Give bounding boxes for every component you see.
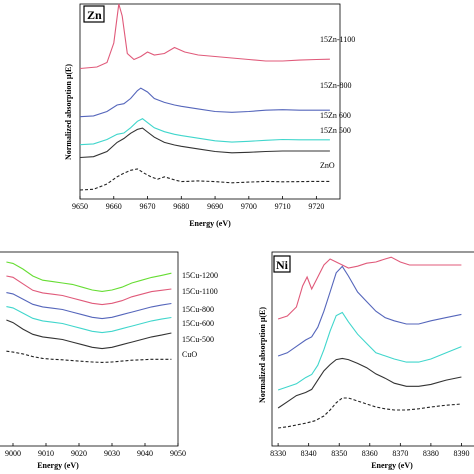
ni-series-line xyxy=(277,256,462,320)
cu-x-tick-label: 9040 xyxy=(137,449,153,458)
zn-x-tick-label: 9660 xyxy=(106,202,122,211)
zn-series-labels: 15Zn-1100 15Zn-800 15Zn 600 15Zn 500 ZnO xyxy=(320,35,355,170)
ni-x-axis-label: Energy (eV) xyxy=(371,461,413,470)
cu-series-label: 15Cu-800 xyxy=(182,305,214,314)
ni-panel: Ni Normalized absorption μ(E) Energy (eV… xyxy=(258,251,474,470)
ni-badge-box xyxy=(273,255,291,273)
ni-badge-label: Ni xyxy=(276,258,289,272)
cu-series-line xyxy=(6,319,172,350)
zn-x-tick-label: 9650 xyxy=(72,202,88,211)
ni-x-tick-label: 8350 xyxy=(331,449,347,458)
zn-x-ticks: 9650 9660 9670 9680 9690 9700 9710 9720 xyxy=(72,196,324,211)
zn-plot-frame xyxy=(79,3,341,200)
cu-series-label: CuO xyxy=(182,350,197,359)
cu-x-tick-label: 9000 xyxy=(5,449,21,458)
zn-badge: Zn xyxy=(83,5,105,23)
zn-badge-box xyxy=(83,5,105,23)
zn-series-line xyxy=(79,87,330,118)
cu-series-line xyxy=(6,350,172,363)
zn-panel: Zn Normalized absorption μ(E) Energy (eV… xyxy=(64,3,355,228)
ni-x-ticks: 8330 8340 8350 8360 8370 8380 8390 xyxy=(270,443,469,458)
zn-x-tick-label: 9710 xyxy=(275,202,291,211)
cu-series-line xyxy=(6,292,172,320)
zn-x-axis-label: Energy (eV) xyxy=(189,219,231,228)
ni-x-tick-label: 8390 xyxy=(453,449,469,458)
cu-series-label: 15Cu-500 xyxy=(182,335,214,344)
zn-series-label: ZnO xyxy=(320,161,335,170)
ni-x-tick-label: 8380 xyxy=(423,449,439,458)
cu-series-line xyxy=(6,261,172,292)
cu-x-tick-label: 9050 xyxy=(170,449,186,458)
zn-series-label: 15Zn 600 xyxy=(320,111,351,120)
zn-series-line xyxy=(79,3,330,70)
zn-series-line xyxy=(79,127,330,159)
cu-x-tick-label: 9030 xyxy=(104,449,120,458)
zn-series-label: 15Zn 500 xyxy=(320,126,351,135)
zn-x-tick-label: 9680 xyxy=(173,202,189,211)
cu-series-line xyxy=(6,275,172,306)
zn-series-label: 15Zn-800 xyxy=(320,81,352,90)
zn-y-axis-label: Normalized absorption μ(E) xyxy=(64,64,73,160)
zn-badge-label: Zn xyxy=(87,8,102,22)
ni-series-lines xyxy=(277,256,462,429)
cu-x-tick-label: 9010 xyxy=(38,449,54,458)
zn-series-line xyxy=(79,168,330,191)
zn-x-tick-label: 9690 xyxy=(207,202,223,211)
cu-panel: Energy (eV) 9000 9010 9020 9030 9040 9050 15C… xyxy=(0,251,218,470)
cu-x-axis-label: Energy (eV) xyxy=(37,461,79,470)
ni-series-line xyxy=(277,311,462,391)
ni-badge: Ni xyxy=(273,255,291,273)
zn-series-line xyxy=(79,118,330,146)
zn-series-label: 15Zn-1100 xyxy=(320,35,355,44)
cu-series-label: 15Cu-600 xyxy=(182,319,214,328)
cu-series-label: 15Cu-1200 xyxy=(182,271,218,280)
ni-series-line xyxy=(277,265,462,357)
ni-series-line xyxy=(278,397,462,429)
ni-series-line xyxy=(277,357,462,409)
ni-x-tick-label: 8370 xyxy=(392,449,408,458)
cu-x-tick-label: 9020 xyxy=(71,449,87,458)
cu-x-ticks: 9000 9010 9020 9030 9040 9050 xyxy=(5,443,186,458)
cu-series-line xyxy=(6,306,172,334)
zn-x-tick-label: 9720 xyxy=(308,202,324,211)
ni-plot-frame xyxy=(271,251,474,447)
ni-x-tick-label: 8360 xyxy=(362,449,378,458)
zn-series-lines xyxy=(79,3,330,191)
cu-plot-frame xyxy=(0,251,179,447)
zn-x-tick-label: 9700 xyxy=(241,202,257,211)
ni-y-axis-label: Normalized absorption μ(E) xyxy=(258,307,267,403)
ni-x-tick-label: 8340 xyxy=(301,449,317,458)
cu-series-labels: 15Cu-1200 15Cu-1100 15Cu-800 15Cu-600 15Cu-5… xyxy=(182,271,218,359)
cu-series-lines xyxy=(6,261,172,363)
ni-x-tick-label: 8330 xyxy=(270,449,286,458)
cu-series-label: 15Cu-1100 xyxy=(182,287,218,296)
zn-x-tick-label: 9670 xyxy=(140,202,156,211)
